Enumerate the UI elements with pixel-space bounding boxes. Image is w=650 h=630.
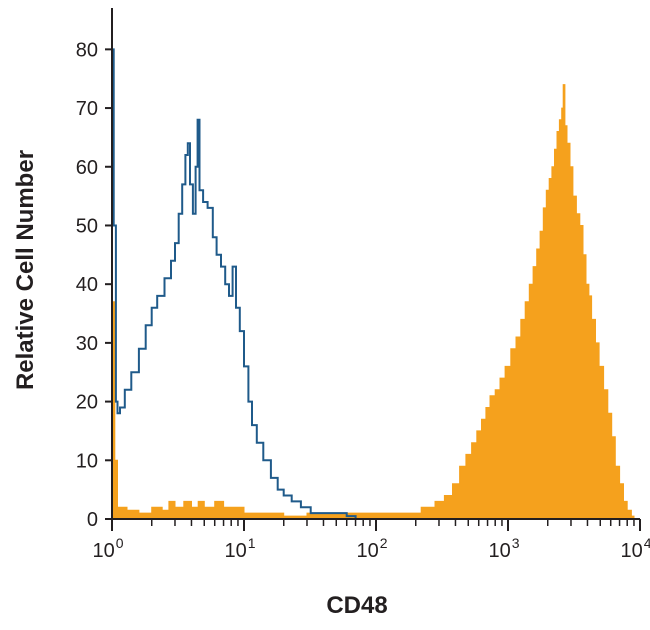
y-tick-label: 10 [76, 450, 98, 472]
x-tick-exponent: 0 [116, 535, 124, 551]
y-tick-label: 30 [76, 333, 98, 355]
x-tick-exponent: 3 [512, 535, 520, 551]
series-filled-histogram [111, 84, 635, 520]
x-tick-label: 100 [92, 535, 123, 562]
y-tick-label: 70 [76, 98, 98, 120]
y-tick-label: 40 [76, 274, 98, 296]
series-outline-histogram [111, 48, 357, 519]
y-tick-label: 80 [76, 39, 98, 61]
y-axis-title: Relative Cell Number [12, 150, 39, 390]
y-tick-label: 20 [76, 392, 98, 414]
x-tick-label: 103 [488, 535, 519, 562]
x-tick-label: 101 [224, 535, 255, 562]
x-tick-exponent: 1 [248, 535, 256, 551]
x-tick-label: 102 [356, 535, 387, 562]
x-tick-label: 104 [620, 535, 650, 562]
x-tick-exponent: 2 [380, 535, 388, 551]
series-layer [111, 48, 635, 520]
x-axis-title: CD48 [326, 592, 387, 619]
y-tick-label: 60 [76, 157, 98, 179]
x-tick-exponent: 4 [644, 535, 650, 551]
y-tick-label: 0 [87, 509, 98, 531]
y-tick-label: 50 [76, 215, 98, 237]
